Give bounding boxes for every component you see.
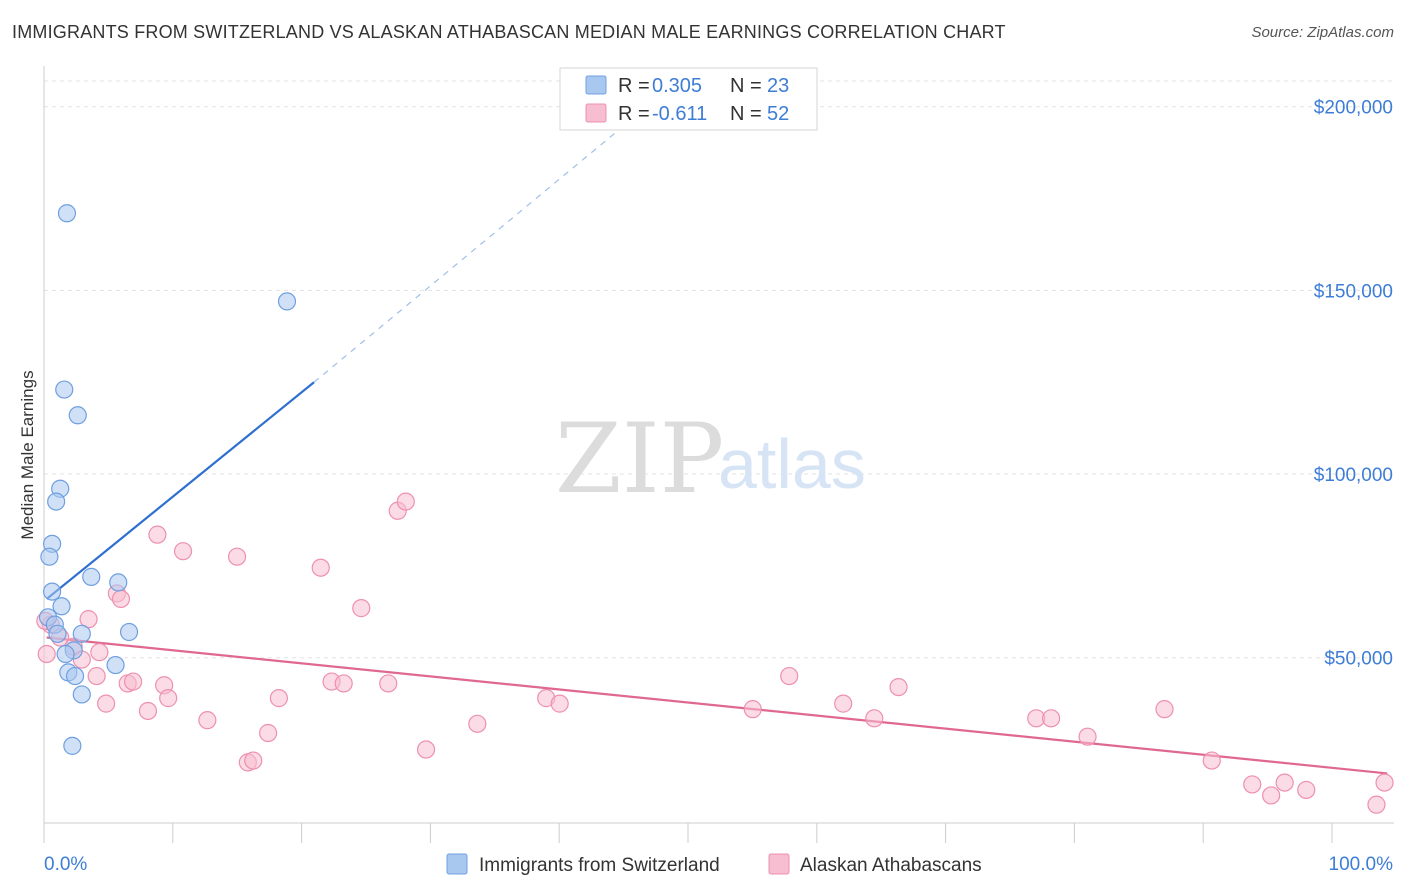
point-athabascans-10 bbox=[111, 589, 131, 609]
y-tick-label-1: $100,000 bbox=[1314, 465, 1393, 486]
legend-swatch-pink bbox=[585, 103, 607, 123]
point-athabascans-12 bbox=[124, 672, 143, 691]
point-athabascans-28 bbox=[379, 674, 398, 693]
point-athabascans-36 bbox=[780, 666, 799, 686]
y-tick-labels: $50,000 $100,000 $150,000 $200,000 bbox=[1314, 98, 1393, 670]
point-athabascans-42 bbox=[1078, 727, 1097, 746]
point-switzerland-22 bbox=[72, 685, 91, 704]
point-athabascans-8 bbox=[96, 694, 116, 713]
point-athabascans-27 bbox=[352, 599, 371, 618]
point-switzerland-10 bbox=[42, 582, 62, 601]
x-tick-label-max: 100.0% bbox=[1329, 854, 1394, 875]
legend-r-label-2: R = bbox=[618, 103, 650, 125]
chart-title: IMMIGRANTS FROM SWITZERLAND VS ALASKAN A… bbox=[12, 22, 1006, 42]
point-athabascans-16 bbox=[159, 689, 178, 708]
point-switzerland-11 bbox=[52, 597, 71, 616]
point-athabascans-31 bbox=[416, 740, 436, 759]
point-athabascans-19 bbox=[227, 547, 247, 566]
trend-line-athabascans bbox=[46, 636, 1388, 775]
point-athabascans-23 bbox=[269, 689, 288, 708]
y-tick-label-0: $50,000 bbox=[1324, 649, 1393, 670]
point-athabascans-32 bbox=[468, 714, 487, 733]
point-switzerland-15 bbox=[72, 624, 91, 643]
point-switzerland-7 bbox=[40, 547, 59, 566]
legend-swatch-blue bbox=[585, 75, 607, 95]
point-athabascans-38 bbox=[865, 709, 884, 728]
point-athabascans-17 bbox=[173, 542, 193, 561]
point-athabascans-22 bbox=[259, 723, 278, 743]
legend-n-value-1: 23 bbox=[767, 75, 789, 97]
y-tick-label-3: $200,000 bbox=[1314, 98, 1393, 119]
point-athabascans-35 bbox=[743, 700, 762, 719]
series-legend: Immigrants from Switzerland Alaskan Atha… bbox=[446, 853, 982, 876]
series-swatch-switzerland bbox=[446, 853, 468, 875]
point-switzerland-21 bbox=[65, 666, 85, 686]
point-athabascans-45 bbox=[1243, 775, 1262, 794]
point-switzerland-14 bbox=[48, 624, 67, 643]
watermark-atlas: atlas bbox=[718, 425, 866, 503]
series-label-athabascans: Alaskan Athabascans bbox=[800, 855, 982, 876]
point-athabascans-21 bbox=[244, 751, 263, 770]
point-athabascans-24 bbox=[311, 558, 330, 577]
grid-lines bbox=[44, 80, 1394, 659]
watermark: ZIP atlas bbox=[555, 403, 866, 515]
y-tick-label-2: $150,000 bbox=[1314, 281, 1393, 302]
point-athabascans-49 bbox=[1367, 795, 1386, 814]
point-athabascans-26 bbox=[334, 674, 353, 693]
legend-r-value-2: -0.611 bbox=[652, 103, 707, 125]
point-athabascans-34 bbox=[550, 694, 569, 713]
point-athabascans-37 bbox=[834, 694, 853, 713]
point-athabascans-43 bbox=[1155, 700, 1174, 719]
point-switzerland-5 bbox=[47, 492, 66, 511]
legend-r-value-1: 0.305 bbox=[652, 75, 702, 97]
point-athabascans-44 bbox=[1202, 751, 1221, 770]
correlation-legend: R = 0.305 N = 23 R = -0.611 N = 52 bbox=[559, 67, 818, 131]
series-swatch-athabascans bbox=[768, 853, 790, 875]
trend-line-switzerland bbox=[46, 381, 315, 600]
data-points bbox=[36, 204, 1394, 814]
point-switzerland-18 bbox=[56, 644, 75, 664]
point-athabascans-48 bbox=[1297, 780, 1316, 800]
point-switzerland-16 bbox=[119, 622, 139, 642]
point-athabascans-13 bbox=[138, 701, 158, 721]
point-athabascans-14 bbox=[148, 525, 167, 544]
point-athabascans-41 bbox=[1041, 709, 1061, 728]
trend-line-switzerland-extension bbox=[313, 113, 639, 383]
point-switzerland-3 bbox=[68, 406, 87, 425]
legend-n-label-2: N = bbox=[730, 103, 762, 125]
point-athabascans-7 bbox=[87, 666, 106, 686]
trend-lines bbox=[46, 113, 1388, 775]
point-switzerland-19 bbox=[106, 655, 125, 675]
point-switzerland-9 bbox=[109, 573, 128, 592]
point-athabascans-18 bbox=[198, 711, 217, 730]
y-axis-label: Median Male Earnings bbox=[18, 370, 37, 539]
point-athabascans-39 bbox=[889, 677, 908, 697]
point-switzerland-2 bbox=[55, 380, 74, 399]
point-switzerland-0 bbox=[57, 204, 77, 223]
axes bbox=[43, 66, 1394, 843]
source-credit: Source: ZipAtlas.com bbox=[1251, 24, 1394, 41]
watermark-zip: ZIP bbox=[555, 403, 724, 515]
point-switzerland-8 bbox=[82, 567, 101, 586]
point-athabascans-46 bbox=[1262, 786, 1281, 805]
point-athabascans-6 bbox=[79, 610, 98, 629]
legend-n-value-2: 52 bbox=[767, 103, 789, 125]
legend-r-label-1: R = bbox=[618, 75, 650, 97]
legend-n-label-1: N = bbox=[730, 75, 762, 97]
point-athabascans-5 bbox=[90, 643, 109, 662]
point-switzerland-23 bbox=[63, 736, 82, 755]
series-label-switzerland: Immigrants from Switzerland bbox=[479, 855, 720, 876]
point-athabascans-47 bbox=[1275, 773, 1294, 792]
x-tick-label-min: 0.0% bbox=[44, 854, 87, 875]
point-switzerland-1 bbox=[277, 292, 297, 311]
point-athabascans-30 bbox=[396, 492, 415, 511]
point-athabascans-50 bbox=[1375, 773, 1394, 792]
point-athabascans-2 bbox=[37, 644, 56, 664]
